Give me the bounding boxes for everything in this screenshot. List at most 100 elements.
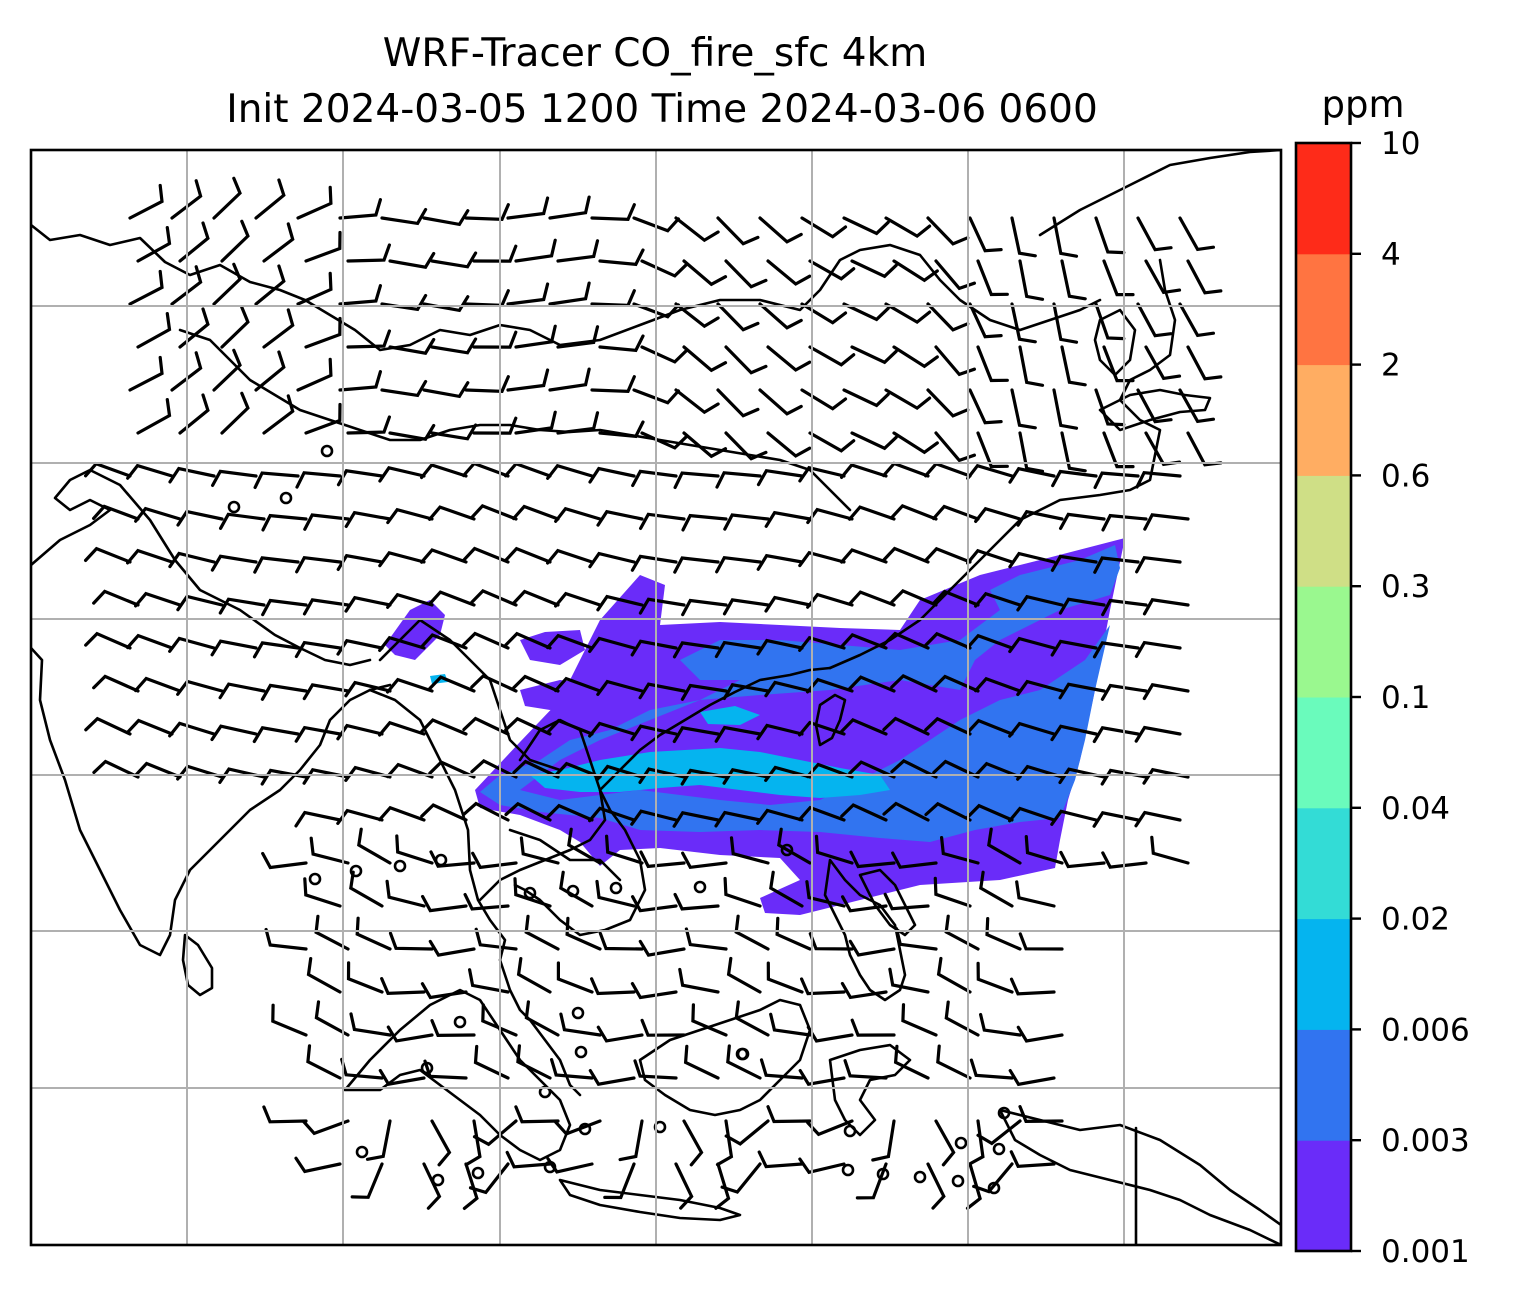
wind-barb bbox=[388, 423, 436, 441]
calm-wind-circle bbox=[420, 1061, 434, 1075]
wind-barb bbox=[924, 801, 972, 822]
wind-barb bbox=[178, 221, 210, 263]
wind-barb bbox=[884, 388, 932, 411]
wind-barb bbox=[681, 513, 728, 532]
wind-barb bbox=[218, 682, 266, 700]
wind-barb bbox=[976, 1119, 1022, 1146]
wind-barb bbox=[632, 302, 680, 319]
wind-barb bbox=[882, 801, 930, 822]
wind-barb bbox=[336, 808, 384, 825]
wind-barb bbox=[1186, 259, 1223, 295]
wind-barb bbox=[766, 1105, 812, 1124]
wind-barb bbox=[630, 639, 678, 657]
wind-barb bbox=[524, 1000, 560, 1037]
wind-barb bbox=[716, 216, 760, 246]
wind-barb bbox=[631, 895, 678, 913]
wind-barb bbox=[842, 216, 890, 236]
wind-barb bbox=[769, 870, 804, 908]
wind-barb bbox=[472, 416, 518, 435]
wind-barb bbox=[220, 391, 250, 435]
wind-barb bbox=[546, 718, 594, 736]
wind-barb bbox=[254, 178, 286, 220]
wind-barb bbox=[294, 1156, 342, 1174]
plume-patch-mid bbox=[520, 680, 600, 710]
wind-barb bbox=[84, 631, 132, 650]
wind-barb bbox=[842, 302, 890, 322]
colorbar: ppm 0.001 0.003 0.006 0.02 0.04 0.1 0.3 0.6 2 4 10 bbox=[1294, 83, 1470, 1270]
wind-barb bbox=[546, 463, 594, 480]
wind-barb bbox=[548, 367, 591, 392]
calm-wind-circle bbox=[471, 1166, 485, 1180]
wind-barb bbox=[210, 554, 258, 572]
wind-barb bbox=[848, 590, 896, 607]
wind-barb bbox=[1008, 636, 1056, 654]
wind-barb bbox=[766, 259, 812, 286]
wind-barb bbox=[302, 598, 350, 616]
wind-barb bbox=[590, 977, 636, 996]
wind-barb bbox=[588, 636, 636, 653]
wind-barb bbox=[252, 641, 300, 659]
colorbar-segment bbox=[1296, 918, 1351, 1030]
wind-barb bbox=[468, 968, 510, 994]
calm-wind-circle bbox=[951, 1174, 965, 1188]
wind-barb bbox=[840, 981, 888, 1000]
colorbar-tick-label: 10 bbox=[1381, 126, 1420, 162]
wind-barb bbox=[674, 1162, 694, 1210]
wind-barb bbox=[901, 1003, 938, 1037]
wind-barb bbox=[1018, 345, 1045, 387]
coast-luzon bbox=[858, 868, 917, 937]
wind-barb bbox=[1009, 977, 1056, 996]
wind-barb bbox=[798, 1157, 846, 1175]
wind-barb bbox=[128, 269, 164, 306]
wind-barb bbox=[734, 1000, 770, 1037]
wind-barb bbox=[673, 556, 720, 574]
wind-barb bbox=[126, 633, 174, 650]
wind-barb bbox=[849, 850, 896, 869]
colorbar-segment bbox=[1296, 364, 1351, 476]
wind-barb bbox=[633, 1059, 678, 1080]
wind-barb bbox=[1050, 639, 1098, 657]
co-plume bbox=[385, 538, 1125, 915]
wind-barb bbox=[966, 463, 1014, 480]
wind-barb bbox=[926, 216, 970, 246]
wind-barb bbox=[841, 895, 888, 913]
wind-barb bbox=[1136, 216, 1173, 252]
wind-barb bbox=[716, 302, 760, 332]
wind-barb bbox=[840, 548, 888, 564]
wind-barb bbox=[420, 982, 468, 1000]
wind-barb bbox=[565, 916, 602, 951]
wind-barb bbox=[512, 759, 560, 779]
wind-barb bbox=[638, 597, 686, 615]
wind-barb bbox=[338, 198, 382, 220]
wind-barb bbox=[504, 546, 552, 564]
wind-barb bbox=[420, 548, 468, 564]
colorbar-tick-label: 0.04 bbox=[1381, 791, 1450, 827]
wind-barb bbox=[422, 209, 470, 227]
wind-barb bbox=[683, 1044, 720, 1080]
wind-barb bbox=[386, 592, 434, 609]
wind-barb bbox=[936, 956, 972, 994]
wind-barb bbox=[684, 927, 728, 951]
wind-barb bbox=[968, 216, 1003, 253]
wind-barb bbox=[430, 1019, 476, 1038]
coast-korea bbox=[1093, 308, 1137, 377]
wind-barb bbox=[294, 810, 342, 828]
colorbar-segment bbox=[1296, 1140, 1351, 1252]
wind-barb bbox=[470, 504, 518, 521]
wind-barb bbox=[1008, 466, 1056, 484]
colorbar-tick-label: 0.006 bbox=[1381, 1012, 1470, 1048]
wind-barb bbox=[262, 308, 295, 349]
calm-wind-circle bbox=[780, 843, 794, 857]
wind-barb bbox=[336, 723, 384, 741]
wind-barb bbox=[1102, 259, 1135, 297]
wind-barb bbox=[618, 1119, 644, 1162]
wind-barb bbox=[428, 675, 476, 693]
wind-barb bbox=[304, 316, 342, 349]
wind-barb bbox=[514, 1105, 560, 1124]
wind-barb bbox=[420, 633, 468, 650]
wind-barb bbox=[295, 471, 342, 489]
wind-barb bbox=[470, 673, 518, 693]
calm-wind-circle bbox=[997, 1106, 1011, 1120]
wind-barb bbox=[302, 683, 350, 701]
wind-barb bbox=[306, 957, 342, 994]
